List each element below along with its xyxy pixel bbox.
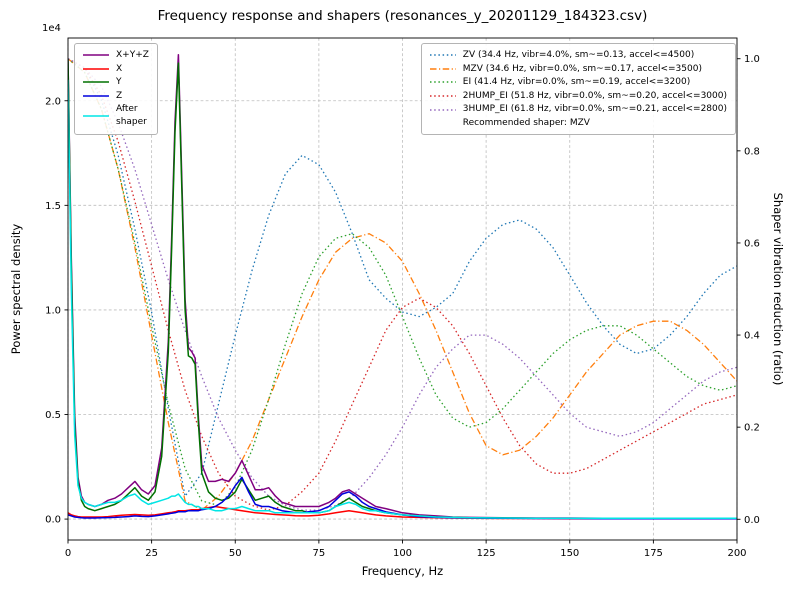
legend-item-3hump-ei: 3HUMP_EI (61.8 Hz, vibr=0.0%, sm~=0.21, … — [429, 103, 727, 116]
legend-item-y: Y — [82, 76, 149, 89]
y-left-tick-label: 2.0 — [45, 96, 61, 107]
legend-line-swatch — [83, 81, 109, 84]
curve-3hump-ei — [68, 58, 737, 511]
legend-label: Y — [116, 77, 122, 88]
legend-label: Z — [116, 90, 123, 101]
y-right-tick-label: 0.8 — [744, 146, 760, 157]
legend-item-x: X — [82, 63, 149, 76]
legend-label: After shaper — [116, 104, 147, 127]
legend-line-swatch — [429, 68, 456, 70]
curve-ei — [68, 58, 737, 507]
y-axis-left-label: Power spectral density — [9, 223, 23, 355]
y-left-tick-label: 0.0 — [45, 515, 61, 526]
curve-x-y-z — [68, 53, 737, 519]
curve-zv — [68, 58, 737, 498]
y-left-tick-label: 0.5 — [45, 410, 61, 421]
legend-item-x-y-z: X+Y+Z — [82, 49, 149, 62]
x-tick-label: 0 — [65, 548, 71, 559]
legend-line-swatch — [429, 81, 456, 84]
y-right-tick-label: 0.4 — [744, 331, 760, 342]
x-tick-label: 175 — [644, 548, 663, 559]
y-axis-right-label: Shaper vibration reduction (ratio) — [771, 192, 785, 386]
legend-label: 3HUMP_EI (61.8 Hz, vibr=0.0%, sm~=0.21, … — [462, 104, 727, 115]
x-tick-label: 100 — [393, 548, 412, 559]
legend-item-2hump-ei: 2HUMP_EI (51.8 Hz, vibr=0.0%, sm~=0.20, … — [429, 90, 727, 103]
y-left-tick-label: 1.0 — [45, 305, 61, 316]
chart-title: Frequency response and shapers (resonanc… — [157, 8, 648, 24]
legend-line-swatch — [83, 68, 109, 70]
legend-line-swatch — [83, 54, 109, 57]
legend-label: 2HUMP_EI (51.8 Hz, vibr=0.0%, sm~=0.20, … — [462, 90, 727, 101]
y-right-tick-label: 0.6 — [744, 238, 760, 249]
curve-after-shaper — [68, 79, 737, 519]
y-right-tick-label: 0.0 — [744, 515, 760, 526]
legend-label: EI (41.4 Hz, vibr=0.0%, sm~=0.19, accel<… — [462, 77, 691, 88]
y-left-tick-label: 1.5 — [45, 201, 61, 212]
y-right-tick-label: 0.2 — [744, 423, 760, 434]
legend-item-mzv: MZV (34.6 Hz, vibr=0.0%, sm~=0.17, accel… — [429, 63, 727, 76]
x-tick-label: 25 — [145, 548, 158, 559]
legend-line-swatch — [429, 108, 456, 111]
curve-x — [68, 505, 737, 520]
recommended-shaper-note: Recommended shaper: MZV — [462, 117, 590, 128]
legend-item-zv: ZV (34.4 Hz, vibr=4.0%, sm~=0.13, accel<… — [429, 49, 727, 62]
legend-shapers: ZV (34.4 Hz, vibr=4.0%, sm~=0.13, accel<… — [420, 43, 736, 135]
legend-label: X — [116, 63, 123, 74]
legend-item-ei: EI (41.4 Hz, vibr=0.0%, sm~=0.19, accel<… — [429, 76, 727, 89]
legend-label: MZV (34.6 Hz, vibr=0.0%, sm~=0.17, accel… — [462, 63, 702, 74]
legend-line-swatch — [429, 95, 456, 97]
x-tick-label: 125 — [477, 548, 496, 559]
x-tick-label: 75 — [313, 548, 326, 559]
x-tick-label: 200 — [727, 548, 746, 559]
curve-mzv — [68, 58, 737, 511]
legend-line-swatch — [83, 115, 109, 117]
legend-psd: X+Y+Z X Y Z After shaper — [74, 43, 158, 135]
legend-line-swatch — [429, 54, 456, 57]
legend-label: X+Y+Z — [116, 50, 149, 60]
x-tick-label: 50 — [229, 548, 242, 559]
legend-line-swatch — [83, 95, 109, 97]
curve-2hump-ei — [68, 58, 737, 511]
legend-item-z: Z — [82, 90, 149, 103]
y-right-tick-label: 1.0 — [744, 54, 760, 65]
y-axis-offset-label: 1e4 — [42, 23, 61, 34]
x-tick-label: 150 — [560, 548, 579, 559]
legend-item-after-shaper: After shaper — [82, 103, 149, 128]
legend-label: ZV (34.4 Hz, vibr=4.0%, sm~=0.13, accel<… — [462, 50, 695, 60]
x-axis-label: Frequency, Hz — [361, 564, 444, 578]
